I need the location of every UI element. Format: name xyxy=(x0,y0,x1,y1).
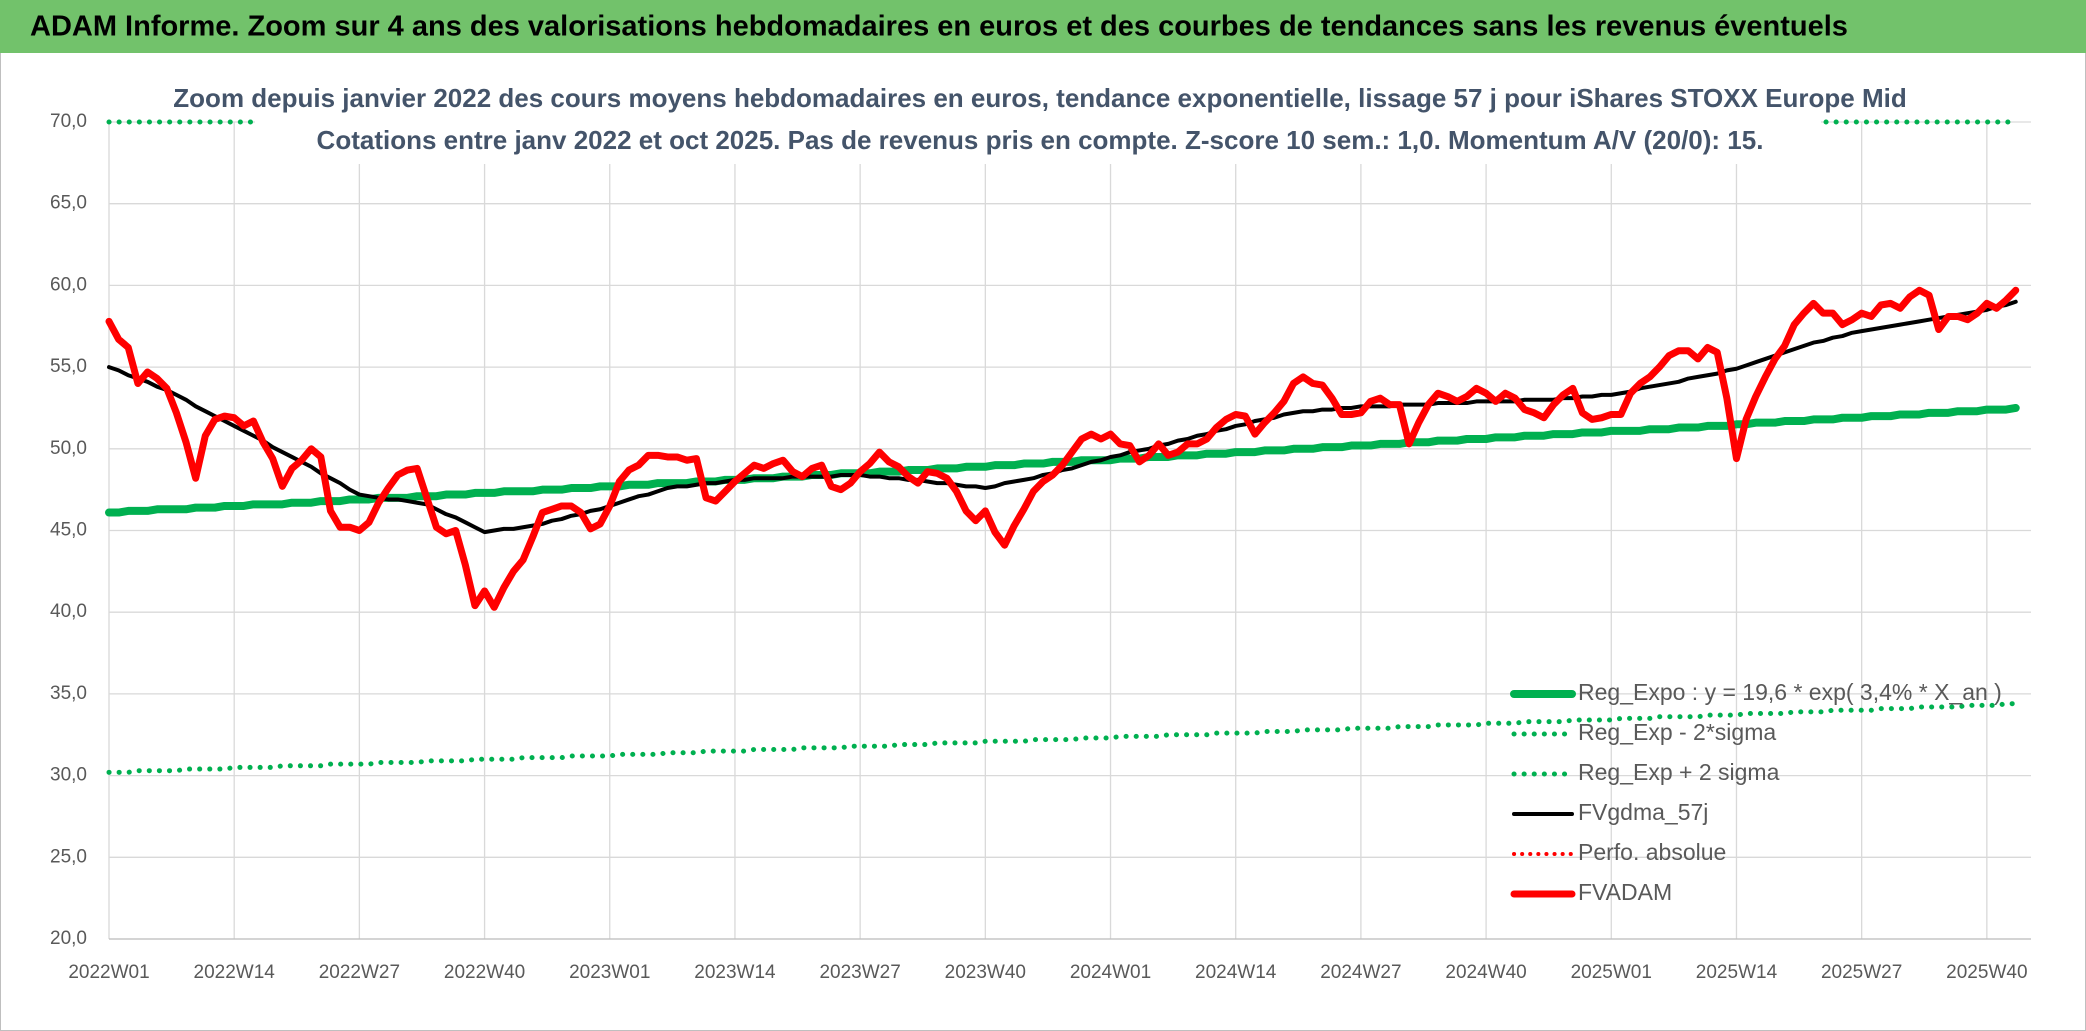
x-tick-label: 2022W14 xyxy=(194,962,276,983)
x-tick-label: 2024W27 xyxy=(1320,962,1401,983)
chart-title: ADAM Informe. Zoom sur 4 ans des valoris… xyxy=(30,11,1848,43)
series-line xyxy=(106,701,2019,775)
subtitle-box xyxy=(255,78,1821,164)
y-tick-label: 35,0 xyxy=(50,683,87,704)
x-tick-label: 2025W01 xyxy=(1571,962,1652,983)
legend-label: FVgdma_57j xyxy=(1578,799,1708,825)
y-tick-label: 70,0 xyxy=(50,111,87,132)
subtitle: Zoom depuis janvier 2022 des cours moyen… xyxy=(173,83,1906,113)
y-tick-label: 25,0 xyxy=(50,846,87,867)
x-tick-label: 2022W01 xyxy=(68,962,149,983)
legend-label: Reg_Expo : y = 19,6 * exp( 3,4% * X_an ) xyxy=(1578,679,2002,705)
x-tick-label: 2025W27 xyxy=(1821,962,1902,983)
legend-label: Perfo. absolue xyxy=(1578,839,1726,865)
x-tick-label: 2023W14 xyxy=(694,962,776,983)
x-tick-label: 2023W01 xyxy=(569,962,650,983)
x-tick-label: 2022W40 xyxy=(444,962,525,983)
x-tick-label: 2022W27 xyxy=(319,962,400,983)
y-tick-label: 30,0 xyxy=(50,765,87,786)
series-line xyxy=(105,286,2020,611)
legend-label: FVADAM xyxy=(1578,879,1672,905)
legend-label: Reg_Exp + 2 sigma xyxy=(1578,759,1780,785)
header-bar xyxy=(0,0,2086,53)
y-tick-label: 60,0 xyxy=(50,274,87,295)
y-tick-label: 40,0 xyxy=(50,601,87,622)
y-tick-label: 65,0 xyxy=(50,193,87,214)
x-tick-label: 2024W40 xyxy=(1445,962,1526,983)
x-tick-label: 2024W01 xyxy=(1070,962,1151,983)
y-tick-label: 20,0 xyxy=(50,928,87,949)
y-tick-label: 45,0 xyxy=(50,520,87,541)
y-tick-label: 55,0 xyxy=(50,356,87,377)
x-tick-label: 2024W14 xyxy=(1195,962,1277,983)
x-tick-label: 2025W14 xyxy=(1696,962,1778,983)
legend-label: Reg_Exp - 2*sigma xyxy=(1578,719,1776,745)
x-tick-label: 2025W40 xyxy=(1946,962,2027,983)
x-tick-label: 2023W40 xyxy=(945,962,1026,983)
x-tick-label: 2023W27 xyxy=(819,962,900,983)
subtitle: Cotations entre janv 2022 et oct 2025. P… xyxy=(317,125,1764,155)
y-tick-label: 50,0 xyxy=(50,438,87,459)
